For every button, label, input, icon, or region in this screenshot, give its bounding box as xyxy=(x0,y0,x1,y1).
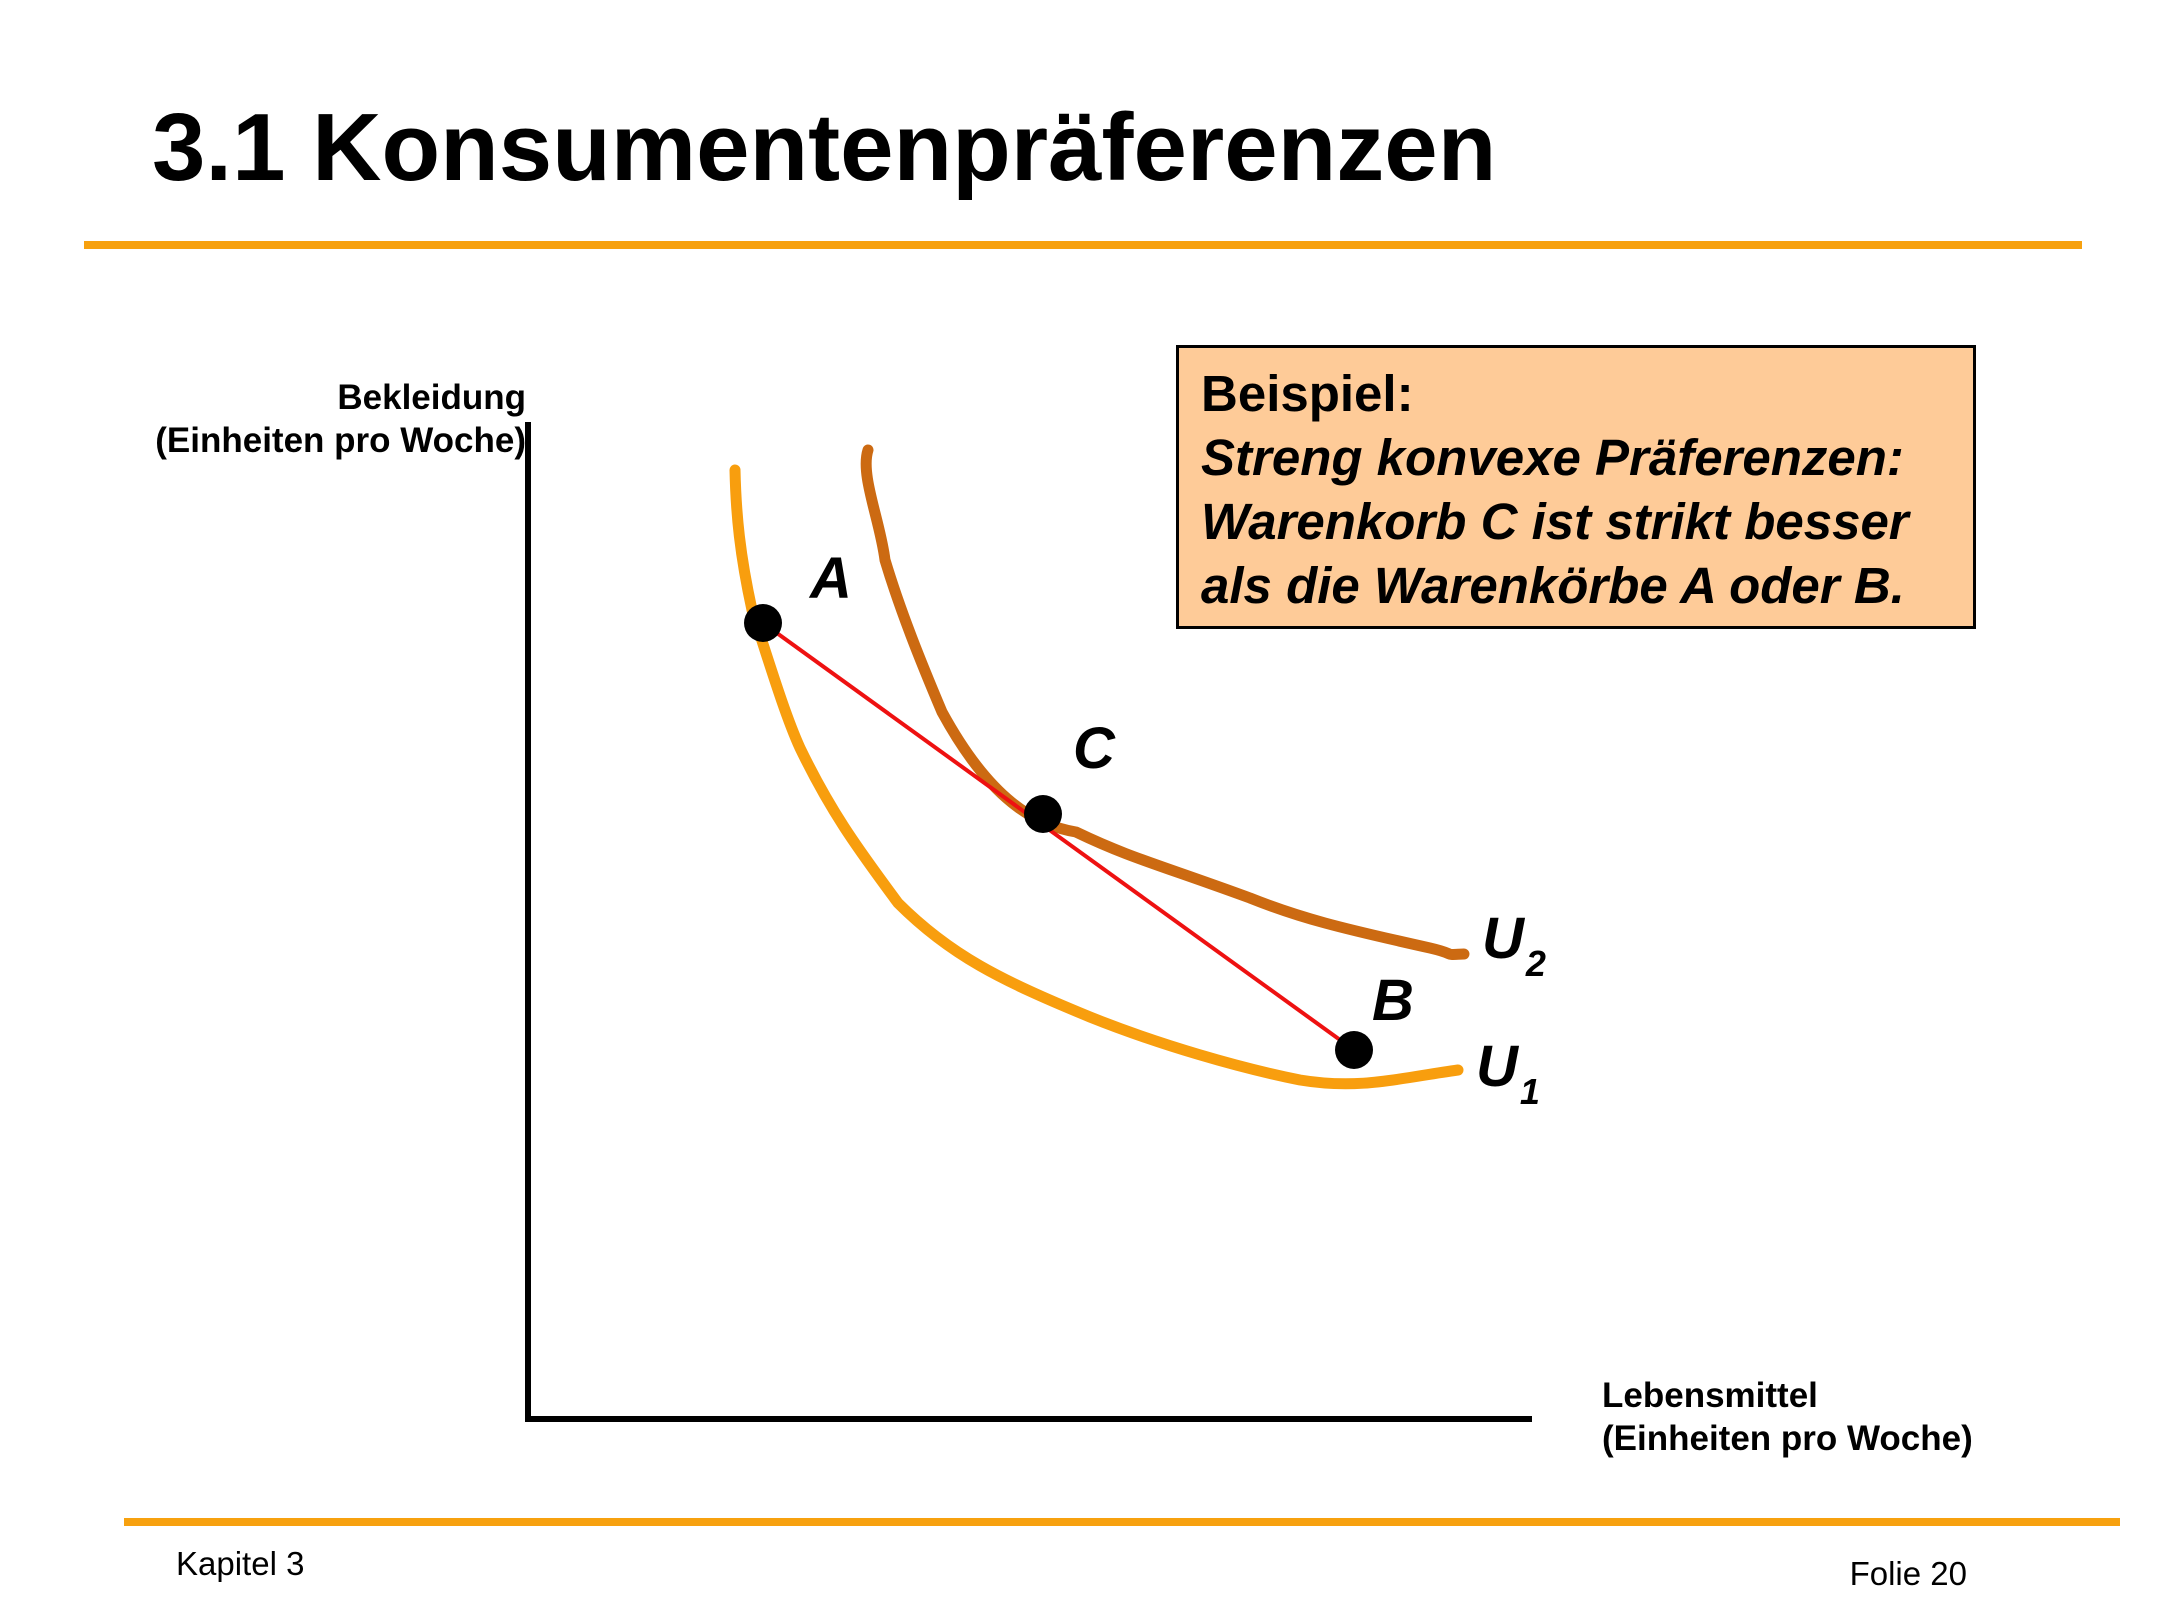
callout-line1: Streng konvexe Präferenzen: xyxy=(1201,429,1904,486)
curve-u1-label-base: U xyxy=(1476,1034,1520,1099)
point-c-label: C xyxy=(1073,716,1116,781)
point-a-label: A xyxy=(808,546,852,611)
curve-u2-label: U2 xyxy=(1482,906,1546,984)
y-axis-label: Bekleidung (Einheiten pro Woche) xyxy=(155,376,526,462)
slide-title: 3.1 Konsumentenpräferenzen xyxy=(152,94,1497,201)
example-callout: Beispiel: Streng konvexe Präferenzen: Wa… xyxy=(1176,345,1976,629)
callout-line3: als die Warenkörbe A oder B. xyxy=(1201,557,1905,614)
curve-u1-label-sub: 1 xyxy=(1520,1071,1540,1112)
point-c xyxy=(1024,795,1062,833)
indifference-curve-u2 xyxy=(860,444,1470,960)
footer-rule xyxy=(124,1518,2120,1526)
curve-u2-label-sub: 2 xyxy=(1525,943,1546,984)
curve-u1-label: U1 xyxy=(1476,1034,1540,1112)
x-axis-label-line2: (Einheiten pro Woche) xyxy=(1602,1419,1973,1458)
point-b xyxy=(1335,1031,1373,1069)
point-b-label: B xyxy=(1372,968,1414,1033)
x-axis-label-line1: Lebensmittel xyxy=(1602,1376,1818,1415)
footer-slide-number: Folie 20 xyxy=(1849,1555,1967,1592)
title-underline xyxy=(84,241,2082,249)
callout-heading: Beispiel: xyxy=(1201,365,1414,422)
footer-chapter: Kapitel 3 xyxy=(176,1545,305,1582)
y-axis-label-line1: Bekleidung xyxy=(337,378,526,417)
segment-a-b xyxy=(761,621,1356,1052)
point-a xyxy=(744,604,782,642)
y-axis-label-line2: (Einheiten pro Woche) xyxy=(155,421,526,460)
x-axis-label: Lebensmittel (Einheiten pro Woche) xyxy=(1602,1374,1973,1460)
callout-line2: Warenkorb C ist strikt besser xyxy=(1201,493,1909,550)
curve-u2-label-base: U xyxy=(1482,906,1526,971)
